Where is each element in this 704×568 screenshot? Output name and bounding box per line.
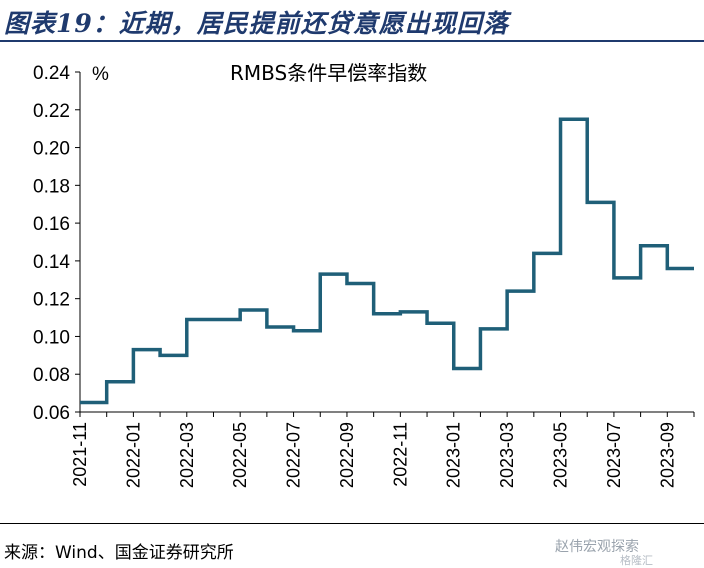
y-axis-unit: % bbox=[92, 64, 109, 85]
series-line bbox=[80, 119, 694, 402]
y-tick-label: 0.22 bbox=[33, 101, 70, 122]
x-tick-label: 2022-11 bbox=[390, 422, 410, 487]
y-tick-label: 0.20 bbox=[33, 139, 70, 160]
y-axis: 0.06 0.08 0.10 0.12 0.14 0.16 0.18 0.20 0.22 0.24 bbox=[33, 63, 80, 424]
source-note: 来源：Wind、国金证券研究所 bbox=[4, 538, 234, 563]
figure-title: 图表19：近期，居民提前还贷意愿出现回落 bbox=[4, 4, 509, 40]
x-tick-label: 2022-03 bbox=[177, 422, 197, 488]
y-tick-label: 0.24 bbox=[33, 63, 70, 84]
x-tick-label: 2022-01 bbox=[123, 422, 143, 488]
x-tick-label: 2022-05 bbox=[230, 422, 250, 488]
y-tick-label: 0.06 bbox=[33, 403, 70, 424]
chart: 0.06 0.08 0.10 0.12 0.14 0.16 0.18 0.20 0.22 0.24… bbox=[0, 42, 704, 522]
x-axis: 2021-11 2022-01 2022-03 2022-05 2022-07 2022-… bbox=[70, 412, 694, 488]
x-tick-label: 2023-05 bbox=[551, 422, 571, 488]
x-tick-label: 2023-03 bbox=[497, 422, 517, 488]
y-tick-label: 0.14 bbox=[33, 252, 70, 273]
x-tick-label: 2023-07 bbox=[604, 422, 624, 488]
series-layer bbox=[80, 119, 694, 402]
figure-header: 图表19：近期，居民提前还贷意愿出现回落 bbox=[0, 0, 704, 40]
y-tick-label: 0.10 bbox=[33, 327, 70, 348]
footer-divider bbox=[0, 523, 704, 524]
x-tick-label: 2023-01 bbox=[444, 422, 464, 488]
x-tick-label: 2021-11 bbox=[70, 422, 90, 487]
x-tick-label: 2023-09 bbox=[657, 422, 677, 488]
x-tick-label: 2022-07 bbox=[284, 422, 304, 488]
y-tick-label: 0.12 bbox=[33, 290, 70, 311]
y-tick-label: 0.16 bbox=[33, 214, 70, 235]
chart-axes bbox=[80, 72, 694, 412]
y-tick-label: 0.08 bbox=[33, 365, 70, 386]
y-tick-label: 0.18 bbox=[33, 176, 70, 197]
x-tick-label: 2022-09 bbox=[337, 422, 357, 488]
chart-title: RMBS条件早偿率指数 bbox=[230, 61, 427, 85]
